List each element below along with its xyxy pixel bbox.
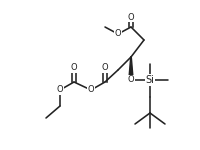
Polygon shape [129, 57, 133, 80]
Text: O: O [57, 85, 63, 94]
Text: O: O [115, 30, 121, 39]
Text: O: O [71, 63, 77, 72]
Text: O: O [102, 63, 108, 72]
Text: O: O [128, 75, 134, 84]
Text: O: O [88, 85, 94, 94]
Text: O: O [128, 12, 134, 21]
Text: Si: Si [146, 75, 154, 85]
